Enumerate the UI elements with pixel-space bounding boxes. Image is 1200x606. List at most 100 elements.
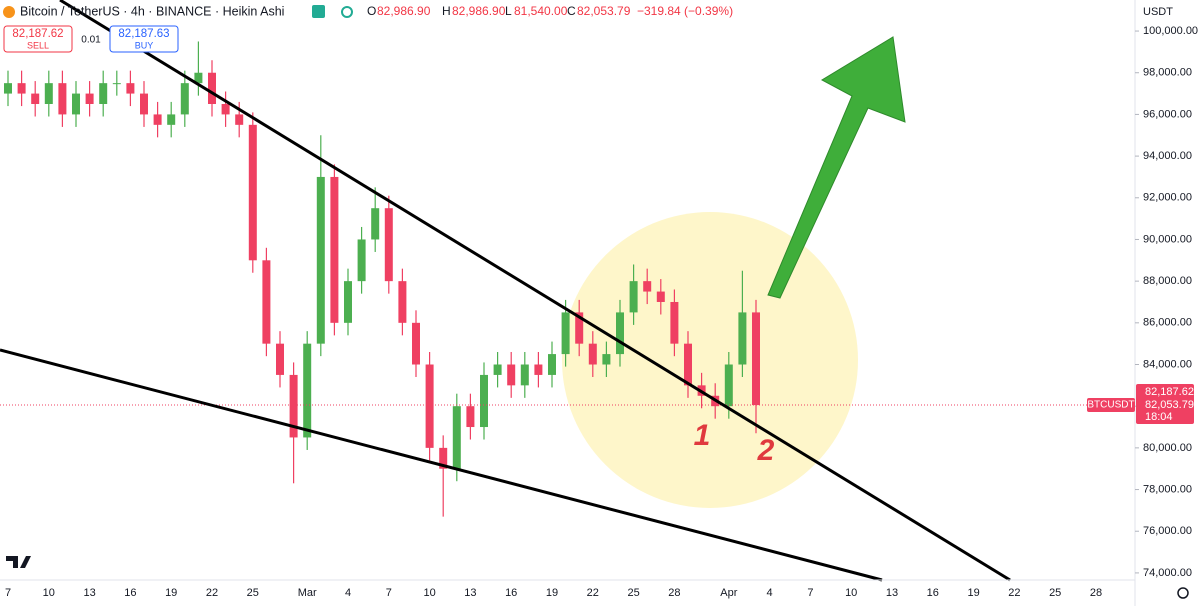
last-label: 82,053.79 (1145, 399, 1194, 411)
change: −319.84 (−0.39%) (637, 4, 733, 18)
time-axis: 7 10 13 16 19 22 25 Mar 4 7 10 13 16 19 22 25 28 Apr 4 7 10 1… (5, 587, 1102, 599)
candle-body (724, 364, 733, 407)
tv-logo (6, 556, 31, 568)
x-tick-label: 25 (1049, 587, 1061, 599)
candle-body (85, 93, 94, 104)
x-tick-label: 7 (5, 587, 11, 599)
quantity[interactable]: 0.01 (81, 35, 101, 46)
ask-label: 82,187.62 (1145, 386, 1194, 398)
y-tick-label: 78,000.00 (1143, 483, 1192, 495)
ohlc-label: O (367, 4, 376, 18)
candle-body (738, 312, 747, 365)
sell-button[interactable] (3, 25, 73, 53)
y-tick-label: 94,000.00 (1143, 150, 1192, 162)
candle-body (752, 312, 760, 406)
up-arrow (767, 36, 906, 299)
candle-body (548, 354, 556, 375)
candle-body (99, 83, 108, 104)
x-tick-label: 22 (206, 587, 218, 599)
buy-button[interactable] (109, 25, 179, 53)
candle-body (180, 83, 189, 115)
x-tick-label: 13 (464, 587, 476, 599)
sell-price[interactable]: 82,187.62 (12, 28, 63, 40)
candle-body (629, 281, 638, 313)
candle-body (480, 374, 488, 428)
x-tick-label: 13 (886, 587, 898, 599)
candle-body (221, 103, 230, 115)
y-tick-label: 90,000.00 (1143, 233, 1192, 245)
candle-body (643, 281, 652, 292)
x-tick-label: 22 (587, 587, 599, 599)
currency: USDT (1143, 6, 1173, 18)
x-tick-label: 13 (83, 587, 95, 599)
ohlc-value: 82,053.79 (577, 4, 631, 18)
candle-body (330, 176, 339, 323)
y-tick-label: 92,000.00 (1143, 192, 1192, 204)
candle-body (384, 208, 393, 282)
plot-area: 1 2 (0, 0, 1135, 582)
x-tick-label: 10 (845, 587, 857, 599)
x-tick-label: 16 (505, 587, 517, 599)
x-tick-label: 4 (767, 587, 773, 599)
ohlc-value: 82,986.90 (377, 4, 431, 18)
ohlc-value: 82,986.90 (452, 4, 506, 18)
candle-body (425, 364, 434, 448)
candle-body (466, 406, 475, 428)
candle-body (534, 364, 543, 375)
candle-body (520, 364, 529, 386)
x-tick-label: 19 (165, 587, 177, 599)
candle-body (72, 93, 80, 115)
candle-body (31, 93, 40, 104)
symbol-label-box (1087, 398, 1135, 412)
candle-body (452, 406, 461, 469)
x-tick-label: 10 (43, 587, 55, 599)
sell-label[interactable]: SELL (27, 40, 49, 50)
candle-body (276, 343, 284, 375)
x-tick-label: 28 (1090, 587, 1102, 599)
market-open-icon (312, 5, 325, 18)
y-tick-label: 88,000.00 (1143, 275, 1192, 287)
candle-body (4, 83, 12, 94)
candle-body (112, 83, 121, 85)
price-label-box (1136, 384, 1194, 424)
y-tick-label: 100,000.00 (1143, 25, 1198, 37)
candle-body (684, 343, 692, 386)
buy-label[interactable]: BUY (135, 40, 154, 50)
candle-body (44, 83, 53, 104)
x-tick-label: 25 (247, 587, 259, 599)
candle-body (670, 301, 679, 344)
x-tick-label: Apr (720, 587, 737, 599)
ohlc-label: L (505, 4, 512, 18)
y-tick-label: 96,000.00 (1143, 108, 1192, 120)
candle-body (17, 83, 26, 94)
ohlc-value: 81,540.00 (514, 4, 568, 18)
x-tick-label: 7 (807, 587, 813, 599)
candle-body (575, 312, 584, 344)
x-tick-label: 7 (386, 587, 392, 599)
x-tick-label: 16 (124, 587, 136, 599)
candle-body (167, 114, 176, 125)
symbol-logo (3, 6, 15, 18)
candle-body (344, 281, 352, 323)
x-tick-label: 10 (423, 587, 435, 599)
y-tick-label: 98,000.00 (1143, 67, 1192, 79)
candle-body (493, 364, 502, 375)
y-tick-label: 84,000.00 (1143, 358, 1192, 370)
candle-body (412, 322, 420, 365)
candle-body (140, 93, 148, 115)
x-tick-label: 4 (345, 587, 351, 599)
buy-price[interactable]: 82,187.63 (118, 28, 169, 40)
candle-body (357, 239, 366, 282)
settings-icon[interactable] (1177, 587, 1189, 599)
candle-body (153, 114, 162, 125)
candle-body (588, 343, 597, 365)
candles (4, 41, 760, 517)
status-icon (341, 6, 353, 18)
x-tick-label: 19 (967, 587, 979, 599)
candle-body (656, 291, 665, 302)
candle-body (194, 72, 203, 84)
x-tick-label: Mar (298, 587, 317, 599)
candle-body (398, 281, 407, 323)
candle-body (561, 312, 570, 355)
